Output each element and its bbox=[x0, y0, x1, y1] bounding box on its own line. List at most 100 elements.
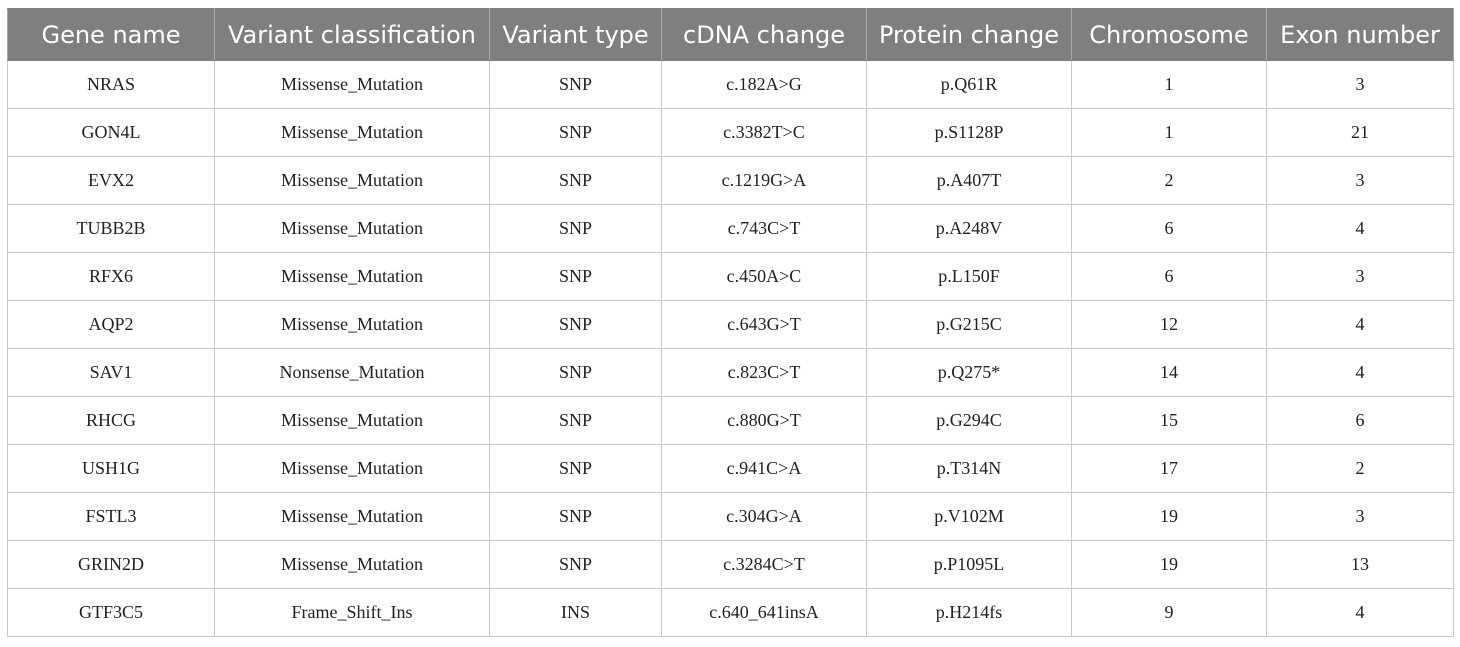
table-row: TUBB2B Missense_Mutation SNP c.743C>T p.… bbox=[7, 204, 1454, 253]
cell-gene-name: GTF3C5 bbox=[7, 588, 215, 637]
cell-variant-classification: Missense_Mutation bbox=[214, 300, 490, 349]
table-row: GTF3C5 Frame_Shift_Ins INS c.640_641insA… bbox=[7, 588, 1454, 637]
cell-variant-type: INS bbox=[489, 588, 662, 637]
cell-chromosome: 1 bbox=[1071, 108, 1267, 157]
cell-variant-type: SNP bbox=[489, 60, 662, 109]
header-variant-type: Variant type bbox=[489, 8, 662, 61]
cell-gene-name: SAV1 bbox=[7, 348, 215, 397]
cell-cdna-change: c.743C>T bbox=[661, 204, 867, 253]
cell-exon-number: 4 bbox=[1266, 588, 1454, 637]
variant-table: Gene name Variant classification Variant… bbox=[7, 8, 1454, 637]
cell-gene-name: AQP2 bbox=[7, 300, 215, 349]
cell-gene-name: FSTL3 bbox=[7, 492, 215, 541]
cell-variant-classification: Missense_Mutation bbox=[214, 60, 490, 109]
cell-variant-classification: Missense_Mutation bbox=[214, 492, 490, 541]
table-header: Gene name Variant classification Variant… bbox=[7, 8, 1454, 61]
cell-gene-name: EVX2 bbox=[7, 156, 215, 205]
cell-variant-type: SNP bbox=[489, 492, 662, 541]
cell-protein-change: p.T314N bbox=[866, 444, 1072, 493]
cell-variant-type: SNP bbox=[489, 540, 662, 589]
header-exon-number: Exon number bbox=[1266, 8, 1454, 61]
header-variant-classification: Variant classification bbox=[214, 8, 490, 61]
header-gene-name: Gene name bbox=[7, 8, 215, 61]
cell-chromosome: 17 bbox=[1071, 444, 1267, 493]
cell-variant-classification: Missense_Mutation bbox=[214, 396, 490, 445]
table-row: RHCG Missense_Mutation SNP c.880G>T p.G2… bbox=[7, 396, 1454, 445]
cell-protein-change: p.G294C bbox=[866, 396, 1072, 445]
cell-gene-name: RHCG bbox=[7, 396, 215, 445]
cell-variant-classification: Missense_Mutation bbox=[214, 444, 490, 493]
cell-cdna-change: c.640_641insA bbox=[661, 588, 867, 637]
cell-cdna-change: c.182A>G bbox=[661, 60, 867, 109]
cell-variant-type: SNP bbox=[489, 300, 662, 349]
variant-table-container: Gene name Variant classification Variant… bbox=[7, 8, 1454, 637]
cell-chromosome: 6 bbox=[1071, 252, 1267, 301]
header-protein-change: Protein change bbox=[866, 8, 1072, 61]
cell-gene-name: USH1G bbox=[7, 444, 215, 493]
cell-cdna-change: c.1219G>A bbox=[661, 156, 867, 205]
cell-variant-type: SNP bbox=[489, 396, 662, 445]
cell-protein-change: p.G215C bbox=[866, 300, 1072, 349]
cell-chromosome: 19 bbox=[1071, 540, 1267, 589]
cell-protein-change: p.A407T bbox=[866, 156, 1072, 205]
cell-chromosome: 2 bbox=[1071, 156, 1267, 205]
cell-exon-number: 4 bbox=[1266, 300, 1454, 349]
cell-exon-number: 3 bbox=[1266, 156, 1454, 205]
cell-variant-type: SNP bbox=[489, 156, 662, 205]
cell-exon-number: 4 bbox=[1266, 204, 1454, 253]
table-row: SAV1 Nonsense_Mutation SNP c.823C>T p.Q2… bbox=[7, 348, 1454, 397]
cell-variant-type: SNP bbox=[489, 348, 662, 397]
table-row: NRAS Missense_Mutation SNP c.182A>G p.Q6… bbox=[7, 60, 1454, 109]
cell-variant-classification: Missense_Mutation bbox=[214, 156, 490, 205]
cell-chromosome: 12 bbox=[1071, 300, 1267, 349]
cell-protein-change: p.A248V bbox=[866, 204, 1072, 253]
cell-cdna-change: c.643G>T bbox=[661, 300, 867, 349]
cell-variant-type: SNP bbox=[489, 204, 662, 253]
cell-chromosome: 1 bbox=[1071, 60, 1267, 109]
header-row: Gene name Variant classification Variant… bbox=[7, 8, 1454, 61]
table-row: FSTL3 Missense_Mutation SNP c.304G>A p.V… bbox=[7, 492, 1454, 541]
cell-protein-change: p.S1128P bbox=[866, 108, 1072, 157]
cell-cdna-change: c.304G>A bbox=[661, 492, 867, 541]
cell-exon-number: 21 bbox=[1266, 108, 1454, 157]
table-row: GRIN2D Missense_Mutation SNP c.3284C>T p… bbox=[7, 540, 1454, 589]
cell-variant-classification: Missense_Mutation bbox=[214, 204, 490, 253]
cell-chromosome: 6 bbox=[1071, 204, 1267, 253]
cell-gene-name: GON4L bbox=[7, 108, 215, 157]
cell-protein-change: p.L150F bbox=[866, 252, 1072, 301]
cell-protein-change: p.V102M bbox=[866, 492, 1072, 541]
cell-chromosome: 19 bbox=[1071, 492, 1267, 541]
cell-protein-change: p.Q275* bbox=[866, 348, 1072, 397]
cell-variant-type: SNP bbox=[489, 252, 662, 301]
cell-cdna-change: c.823C>T bbox=[661, 348, 867, 397]
cell-exon-number: 3 bbox=[1266, 252, 1454, 301]
cell-variant-classification: Nonsense_Mutation bbox=[214, 348, 490, 397]
cell-gene-name: GRIN2D bbox=[7, 540, 215, 589]
cell-gene-name: TUBB2B bbox=[7, 204, 215, 253]
table-row: GON4L Missense_Mutation SNP c.3382T>C p.… bbox=[7, 108, 1454, 157]
cell-exon-number: 3 bbox=[1266, 492, 1454, 541]
header-cdna-change: cDNA change bbox=[661, 8, 867, 61]
cell-variant-classification: Missense_Mutation bbox=[214, 540, 490, 589]
cell-exon-number: 6 bbox=[1266, 396, 1454, 445]
header-chromosome: Chromosome bbox=[1071, 8, 1267, 61]
table-row: USH1G Missense_Mutation SNP c.941C>A p.T… bbox=[7, 444, 1454, 493]
cell-gene-name: RFX6 bbox=[7, 252, 215, 301]
cell-variant-classification: Missense_Mutation bbox=[214, 108, 490, 157]
cell-protein-change: p.P1095L bbox=[866, 540, 1072, 589]
cell-protein-change: p.Q61R bbox=[866, 60, 1072, 109]
cell-exon-number: 13 bbox=[1266, 540, 1454, 589]
cell-cdna-change: c.450A>C bbox=[661, 252, 867, 301]
table-row: RFX6 Missense_Mutation SNP c.450A>C p.L1… bbox=[7, 252, 1454, 301]
cell-variant-classification: Frame_Shift_Ins bbox=[214, 588, 490, 637]
cell-chromosome: 14 bbox=[1071, 348, 1267, 397]
cell-variant-classification: Missense_Mutation bbox=[214, 252, 490, 301]
table-row: AQP2 Missense_Mutation SNP c.643G>T p.G2… bbox=[7, 300, 1454, 349]
cell-cdna-change: c.3284C>T bbox=[661, 540, 867, 589]
cell-exon-number: 4 bbox=[1266, 348, 1454, 397]
cell-exon-number: 2 bbox=[1266, 444, 1454, 493]
cell-chromosome: 9 bbox=[1071, 588, 1267, 637]
cell-protein-change: p.H214fs bbox=[866, 588, 1072, 637]
cell-gene-name: NRAS bbox=[7, 60, 215, 109]
table-body: NRAS Missense_Mutation SNP c.182A>G p.Q6… bbox=[7, 60, 1454, 637]
